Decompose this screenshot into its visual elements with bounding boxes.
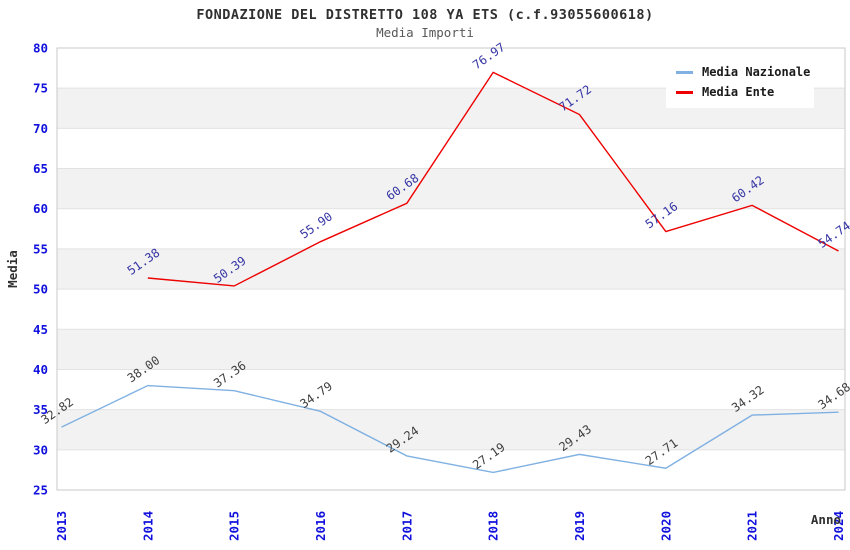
series-line-media-ente [147,71,839,287]
x-tick-label: 2018 [486,511,501,541]
x-tick-label: 2019 [572,511,587,541]
data-label-media-nazionale: 34.79 [297,379,335,411]
x-tick-label: 2013 [54,511,69,541]
data-label-media-ente: 55.90 [297,209,335,241]
y-tick-label: 55 [33,241,48,256]
y-tick-label: 70 [33,121,48,136]
y-tick-label: 25 [33,483,48,498]
y-axis-title: Media [5,250,20,288]
plot-band [57,329,845,370]
y-tick-label: 65 [33,161,48,176]
legend-swatch-media-ente-line [676,90,693,94]
y-tick-label: 50 [33,282,48,297]
y-tick-label: 60 [33,201,48,216]
x-tick-label: 2024 [831,511,846,541]
x-tick-label: 2016 [313,511,328,541]
series-line-media-nazionale [61,384,839,474]
y-tick-label: 30 [33,442,48,457]
y-tick-label: 35 [33,402,48,417]
plot-band [57,248,845,290]
chart-subtitle: Media Importi [376,25,474,40]
y-tick-label: 75 [33,81,48,96]
plot-band [57,409,845,450]
x-tick-label: 2020 [658,511,673,541]
x-tick-label: 2014 [140,511,155,541]
legend: Media Nazionale Media Ente [666,56,814,108]
x-axis-title: Anno [811,512,841,527]
plot-border [56,47,846,491]
chart-title: FONDAZIONE DEL DISTRETTO 108 YA ETS (c.f… [196,7,654,23]
legend-label-media-ente: Media Ente [702,85,775,99]
legend-item-media-ente: Media Ente [676,82,814,102]
y-tick-label: 80 [33,41,48,56]
plot-band [57,168,845,209]
data-label-media-ente: 76.97 [470,40,508,72]
y-tick-label: 45 [33,322,48,337]
legend-label-media-nazionale: Media Nazionale [702,65,811,79]
legend-item-media-nazionale: Media Nazionale [676,62,814,82]
x-tick-label: 2017 [399,511,414,541]
x-tick-label: 2021 [745,511,760,541]
x-tick-label: 2015 [227,511,242,541]
legend-swatch-media-nazionale-line [676,70,693,74]
y-tick-label: 40 [33,362,48,377]
